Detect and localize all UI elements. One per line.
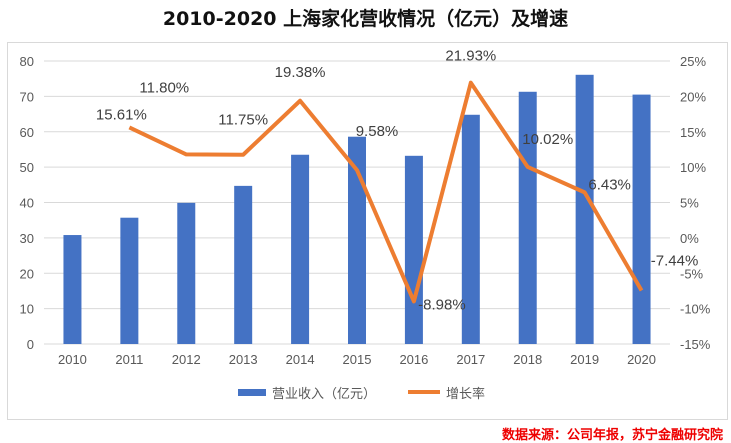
source-note: 数据来源：公司年报，苏宁金融研究院: [501, 428, 723, 443]
bar: [575, 74, 594, 344]
data-label: -7.44%: [651, 253, 699, 270]
y-left-tick: 0: [27, 337, 34, 352]
x-tick: 2018: [513, 352, 542, 367]
x-tick: 2013: [229, 352, 258, 367]
x-tick: 2017: [456, 352, 485, 367]
y-right-tick: -5%: [680, 266, 704, 281]
data-label: 9.58%: [356, 123, 399, 140]
bar: [291, 154, 310, 344]
y-left-tick: 40: [20, 196, 34, 211]
legend-bar-swatch: [238, 389, 266, 396]
y-right-tick: -10%: [680, 302, 711, 317]
bar: [63, 235, 82, 344]
y-left-tick: 30: [20, 231, 34, 246]
bar: [348, 136, 366, 344]
data-label: 11.80%: [139, 79, 189, 96]
bar: [461, 114, 480, 345]
x-tick: 2019: [570, 352, 599, 367]
y-left-tick: 70: [20, 89, 34, 104]
bar: [404, 155, 423, 344]
legend-bar-label: 营业收入（亿元）: [272, 386, 376, 401]
data-label: -8.98%: [418, 296, 466, 313]
data-label: 10.02%: [522, 131, 573, 148]
data-label: 15.61%: [96, 106, 147, 123]
y-left-tick: 80: [20, 54, 34, 69]
data-label: 21.93%: [445, 48, 496, 65]
x-tick: 2014: [286, 352, 315, 367]
bar: [632, 94, 651, 344]
y-right-tick: 10%: [680, 160, 706, 175]
chart-title: 2010-2020 上海家化营收情况（亿元）及增速: [162, 8, 569, 30]
chart-frame: [7, 42, 728, 420]
y-right-tick: 20%: [680, 89, 706, 104]
y-right-tick: 25%: [680, 54, 706, 69]
legend-line-label: 增长率: [446, 386, 485, 401]
data-label: 11.75%: [218, 112, 268, 129]
y-right-tick: -15%: [680, 337, 711, 352]
x-tick: 2020: [627, 352, 656, 367]
x-tick: 2010: [58, 352, 87, 367]
y-left-tick: 10: [20, 302, 34, 317]
y-right-tick: 5%: [680, 196, 699, 211]
x-tick: 2012: [172, 352, 201, 367]
x-tick: 2016: [399, 352, 428, 367]
bar: [120, 217, 139, 344]
bar: [177, 202, 196, 344]
growth-line: [128, 80, 644, 304]
x-tick: 2015: [343, 352, 372, 367]
y-right-tick: 0%: [680, 231, 699, 246]
y-right-tick: 15%: [680, 125, 706, 140]
data-label: 19.38%: [275, 64, 326, 81]
y-left-tick: 60: [20, 125, 34, 140]
bar: [234, 185, 253, 344]
data-label: 6.43%: [588, 176, 631, 193]
bar: [518, 91, 537, 345]
x-tick: 2011: [115, 352, 143, 367]
y-left-tick: 50: [20, 160, 34, 175]
y-left-tick: 20: [20, 266, 34, 281]
